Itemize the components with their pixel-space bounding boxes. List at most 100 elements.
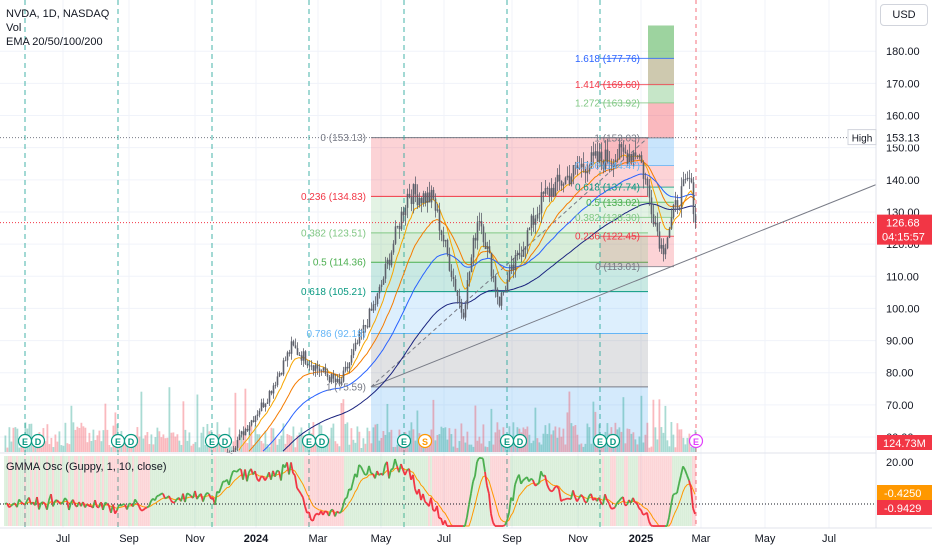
volume-bar <box>629 429 631 452</box>
candle-body <box>655 223 657 225</box>
volume-bar <box>483 424 485 452</box>
candle-body <box>393 244 395 253</box>
osc-bg <box>322 456 324 526</box>
osc-line-segment <box>173 502 175 503</box>
volume-bar <box>269 447 271 452</box>
osc-bg <box>578 456 580 526</box>
currency-button[interactable]: USD <box>880 4 928 26</box>
volume-bar <box>333 424 335 452</box>
osc-bg <box>580 456 582 526</box>
volume-bar <box>397 445 399 452</box>
volume-bar <box>533 441 535 452</box>
osc-bg <box>556 456 558 526</box>
legend: NVDA, 1D, NASDAQ Vol EMA 20/50/100/200 <box>6 7 109 49</box>
candle-body <box>503 292 505 293</box>
volume-value: 124.73M <box>883 438 926 450</box>
candle-body <box>643 162 645 178</box>
volume-bar <box>531 443 533 452</box>
fib-level-label: 0.618 (105.21) <box>301 287 366 298</box>
candle-body <box>563 184 565 186</box>
osc-line-segment <box>639 508 641 510</box>
osc-bg <box>526 456 528 526</box>
osc-bg <box>680 456 682 526</box>
volume-bar <box>53 447 55 452</box>
candle-body <box>495 276 497 289</box>
vol-legend[interactable]: Vol <box>6 21 109 35</box>
osc-bg <box>210 456 212 526</box>
volume-bar <box>345 424 347 452</box>
osc-bg <box>300 456 302 526</box>
ema-legend[interactable]: EMA 20/50/100/200 <box>6 35 109 49</box>
volume-bar <box>355 443 357 452</box>
osc-bg <box>404 456 406 526</box>
osc-bg <box>454 456 456 526</box>
price-tick-label: 180.00 <box>886 46 920 58</box>
volume-bar <box>55 435 57 452</box>
osc-bg <box>320 456 322 526</box>
osc-bg <box>502 456 504 526</box>
time-tick-label: May <box>371 533 392 545</box>
volume-bar <box>391 430 393 452</box>
volume-bar <box>643 443 645 452</box>
volume-bar <box>551 434 553 452</box>
volume-bar <box>457 448 459 452</box>
candle-body <box>637 156 639 157</box>
candle-body <box>679 208 681 209</box>
candle-body <box>291 341 293 353</box>
volume-bar <box>89 433 91 452</box>
osc-bg <box>452 456 454 526</box>
candle-body <box>431 190 433 202</box>
oscillator-legend[interactable]: GMMA Osc (Guppy, 1, 10, close) <box>6 461 167 473</box>
volume-bar <box>21 447 23 452</box>
candle-body <box>407 194 409 208</box>
ext-level-label: 0.382 (128.30) <box>575 213 640 224</box>
candle-body <box>455 279 457 291</box>
candle-body <box>311 366 313 367</box>
volume-bar <box>411 422 413 452</box>
volume-bar <box>535 408 537 452</box>
candle-body <box>247 429 249 431</box>
volume-bar <box>505 448 507 452</box>
volume-bar <box>287 434 289 452</box>
candle-body <box>463 313 465 318</box>
candle-body <box>507 280 509 292</box>
osc-bg <box>412 456 414 526</box>
osc-bg <box>570 456 572 526</box>
candle-body <box>245 429 247 435</box>
osc-bg <box>254 456 256 526</box>
candle-body <box>641 155 643 162</box>
volume-bar <box>57 442 59 452</box>
volume-bar <box>681 429 683 452</box>
candle-body <box>411 197 413 204</box>
volume-bar <box>145 435 147 452</box>
osc-bg <box>430 456 432 526</box>
osc-bg <box>694 456 696 526</box>
volume-bar <box>687 438 689 452</box>
osc-bg <box>634 456 636 526</box>
volume-bar <box>295 447 297 452</box>
osc-bg <box>186 456 188 526</box>
osc-bg <box>640 456 642 526</box>
osc-bg <box>262 456 264 526</box>
candle-body <box>301 355 303 360</box>
candle-body <box>433 190 435 199</box>
candle-body <box>469 272 471 280</box>
volume-bar <box>171 433 173 452</box>
candle-body <box>315 365 317 371</box>
volume-bar <box>657 439 659 452</box>
candle-body <box>303 351 305 360</box>
event-letter: D <box>610 437 617 447</box>
candle-body <box>249 425 251 430</box>
candle-body <box>487 246 489 249</box>
candle-body <box>695 214 697 223</box>
volume-bar <box>15 427 17 452</box>
volume-bar <box>679 429 681 452</box>
candle-body <box>549 188 551 196</box>
fib-level-label: 0.5 (114.36) <box>313 258 366 269</box>
symbol-title[interactable]: NVDA, 1D, NASDAQ <box>6 7 109 21</box>
osc-bg <box>408 456 410 526</box>
candle-body <box>343 371 345 382</box>
osc-bg <box>624 456 626 526</box>
